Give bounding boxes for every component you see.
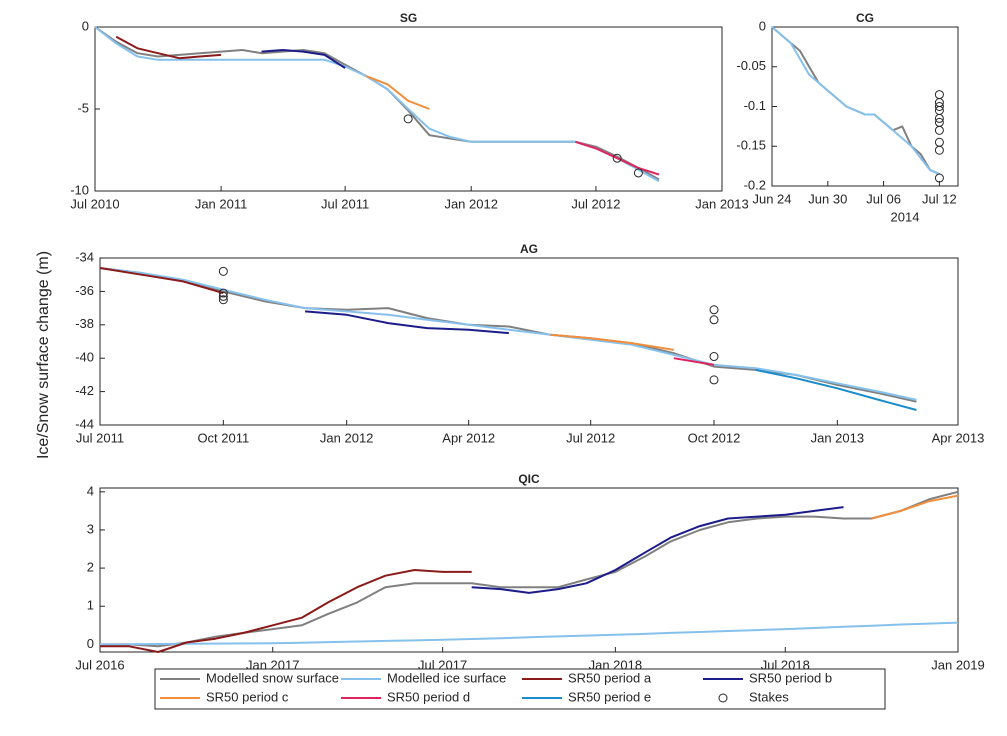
x-tick-label: Jan 2013: [695, 196, 749, 211]
y-tick-label: -10: [70, 182, 89, 197]
y-tick-label: 3: [87, 521, 94, 536]
stake-marker: [218, 295, 228, 305]
stake-marker: [403, 114, 413, 124]
stake-marker: [709, 305, 719, 315]
x-tick-label: Jan 2012: [444, 196, 498, 211]
y-tick-label: 0: [87, 636, 94, 651]
stake-marker: [218, 266, 228, 276]
stake-marker: [709, 315, 719, 325]
chart-title: AG: [520, 242, 538, 256]
y-tick-label: -42: [75, 383, 94, 398]
series-line: [755, 368, 917, 411]
x-tick-label: Jul 2018: [761, 657, 810, 672]
legend-label: SR50 period b: [749, 670, 832, 685]
stake-marker: [633, 168, 643, 178]
chart-title: CG: [856, 11, 874, 25]
x-tick-label: Jul 06: [866, 191, 901, 206]
y-tick-label: -34: [75, 249, 94, 264]
series-line: [673, 357, 715, 366]
x-axis-label: 2014: [891, 209, 920, 224]
series-line: [575, 140, 660, 176]
series-line: [471, 506, 844, 594]
x-tick-label: Jul 12: [922, 191, 957, 206]
x-tick-label: Oct 2012: [688, 430, 741, 445]
y-axis-label: Ice/Snow surface change (m): [35, 251, 52, 459]
stake-marker: [218, 288, 228, 298]
x-tick-label: Apr 2013: [932, 430, 985, 445]
series-line: [99, 267, 917, 401]
series-line: [261, 49, 346, 69]
y-tick-label: -0.1: [744, 98, 766, 113]
plot-frame: [99, 487, 959, 653]
series-line: [305, 310, 509, 335]
legend-label: Modelled ice surface: [387, 670, 506, 685]
y-tick-label: -0.2: [744, 177, 766, 192]
x-tick-label: Oct 2011: [197, 430, 249, 445]
legend-label: SR50 period d: [387, 689, 470, 704]
series-line: [871, 494, 959, 520]
y-tick-label: 2: [87, 560, 94, 575]
legend-label: SR50 period e: [568, 689, 651, 704]
series-line: [550, 333, 674, 351]
series-line: [99, 621, 959, 646]
legend-label: Stakes: [749, 689, 789, 704]
stake-marker: [612, 153, 622, 163]
x-tick-label: Jul 2016: [75, 657, 124, 672]
x-tick-label: Jul 2011: [76, 430, 124, 445]
x-tick-label: Jun 24: [752, 191, 791, 206]
y-tick-label: 1: [87, 598, 94, 613]
legend-box: [154, 668, 886, 710]
stake-marker: [934, 102, 944, 111]
x-tick-label: Apr 2012: [442, 430, 495, 445]
y-tick-label: 0: [759, 18, 766, 33]
x-tick-label: Jun 30: [808, 191, 847, 206]
x-tick-label: Jul 2017: [418, 657, 467, 672]
x-tick-label: Jan 2018: [589, 657, 643, 672]
legend-label: SR50 period c: [206, 689, 289, 704]
series-line: [99, 267, 224, 295]
series-line: [94, 26, 660, 183]
y-tick-label: 4: [87, 483, 94, 498]
series-line: [115, 35, 222, 60]
stake-marker: [934, 173, 944, 183]
y-tick-label: -5: [77, 100, 89, 115]
y-tick-label: -0.05: [736, 58, 766, 73]
y-tick-label: -40: [75, 350, 94, 365]
series-line: [771, 26, 940, 176]
y-tick-label: 0: [82, 18, 89, 33]
x-tick-label: Jul 2012: [571, 196, 620, 211]
y-tick-label: -38: [75, 316, 94, 331]
stake-marker: [934, 113, 944, 123]
x-tick-label: Jul 2011: [321, 196, 369, 211]
stake-marker: [218, 291, 228, 301]
x-tick-label: Jan 2012: [320, 430, 374, 445]
legend-marker: [718, 693, 728, 703]
x-tick-label: Jul 2012: [566, 430, 615, 445]
chart-title: SG: [400, 11, 417, 25]
y-tick-label: -0.15: [736, 138, 766, 153]
x-tick-label: Jul 2010: [70, 196, 119, 211]
x-tick-label: Jan 2019: [931, 657, 985, 672]
y-tick-label: -36: [75, 283, 94, 298]
chart-title: QIC: [518, 472, 540, 486]
stake-marker: [934, 125, 944, 135]
stake-marker: [934, 145, 944, 155]
legend-label: Modelled snow surface: [206, 670, 339, 685]
series-line: [366, 75, 430, 110]
x-tick-label: Jan 2017: [246, 657, 300, 672]
series-line: [100, 569, 472, 653]
stake-marker: [709, 375, 719, 385]
stake-marker: [709, 352, 719, 362]
plot-frame: [99, 257, 959, 426]
x-tick-label: Jan 2011: [195, 196, 248, 211]
legend-label: SR50 period a: [568, 670, 652, 685]
x-tick-label: Jan 2013: [811, 430, 865, 445]
y-tick-label: -44: [75, 416, 94, 431]
